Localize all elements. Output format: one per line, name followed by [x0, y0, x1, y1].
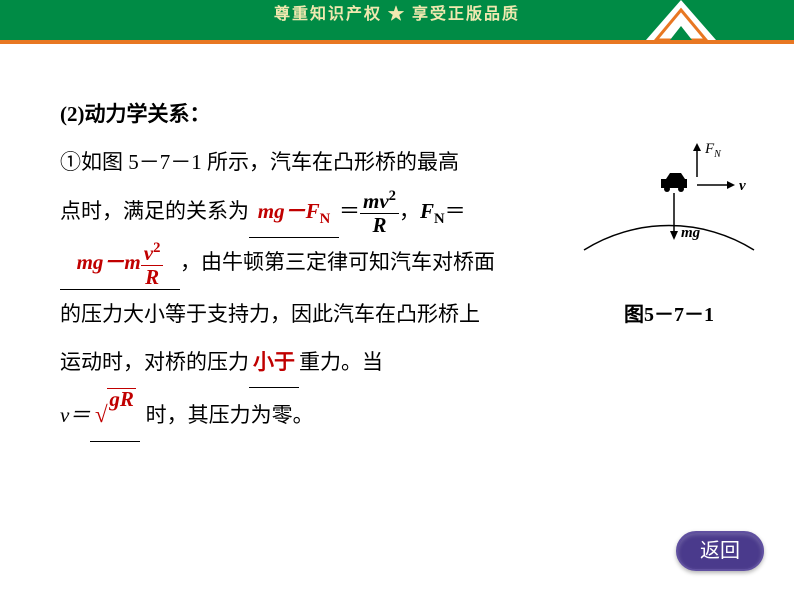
frac1-v: v [379, 189, 388, 213]
ans1-minus: － [285, 199, 306, 223]
blank-4: √gR [90, 388, 140, 442]
blank-1: mg－FN [249, 187, 339, 238]
fn-F: F [420, 199, 434, 223]
line3-text: ，由牛顿第三定律可知汽车对桥面 [180, 250, 495, 274]
answer-4: √gR [95, 403, 136, 427]
fraction-mv2-R: mv2 R [360, 188, 399, 237]
fn-N: N [434, 211, 445, 227]
answer-1: mg－FN [258, 199, 330, 223]
return-button[interactable]: 返回 [676, 531, 764, 571]
blank-2: mg－mv2 R [60, 238, 180, 291]
sqrt-R: R [120, 387, 134, 411]
figure-diagram: FN v mg [579, 135, 759, 285]
label-FN: FN [704, 141, 722, 160]
frac2-den: R [141, 266, 164, 289]
slide: 尊重知识产权 ★ 享受正版品质 (2)动力学关系： ①如图 5－7－1 所示，汽… [0, 0, 794, 596]
ans1-mg: mg [258, 199, 285, 223]
line6-v-eq: v＝ [60, 403, 90, 427]
frac1-den: R [360, 214, 399, 237]
line2-prefix: 点时，满足的关系为 [60, 199, 249, 223]
figure-caption: 图5－7－1 [574, 298, 764, 327]
eq-sign-2: ＝ [445, 199, 466, 223]
frac1-sup: 2 [389, 188, 396, 204]
header-peak-decoration [646, 0, 716, 40]
ans2-minus: － [103, 250, 124, 274]
line1-text: ①如图 5－7－1 所示，汽车在凸形桥的最高 [60, 150, 459, 174]
ans1-F: F [306, 199, 320, 223]
header-bar: 尊重知识产权 ★ 享受正版品质 [0, 0, 794, 40]
eq-sign-1: ＝ [339, 199, 360, 223]
frac2-v: v [144, 241, 153, 265]
answer-2: mg－mv2R [77, 250, 164, 274]
answer-3: 小于 [253, 350, 295, 374]
label-mg: mg [681, 225, 701, 241]
line5-prefix: 运动时，对桥的压力 [60, 350, 249, 374]
line6-suffix: 时，其压力为零。 [140, 403, 313, 427]
frac2-sup: 2 [153, 240, 160, 256]
car-icon [661, 173, 687, 192]
sqrt-symbol: √ [95, 388, 108, 441]
blank-3: 小于 [249, 338, 299, 387]
ans2-m: m [124, 250, 140, 274]
text-line-5: 运动时，对桥的压力小于重力。当 [60, 338, 740, 387]
text-line-6: v＝√gR 时，其压力为零。 [60, 388, 740, 442]
ans1-N: N [320, 211, 331, 227]
ans2-mg: mg [77, 250, 104, 274]
header-accent-line [0, 40, 794, 44]
line5-suffix: 重力。当 [299, 350, 383, 374]
figure-5-7-1: FN v mg 图5－7－1 [574, 135, 764, 327]
fraction-v2-R: v2 R [141, 240, 164, 289]
label-v: v [739, 178, 746, 194]
comma-1: ， [399, 199, 420, 223]
frac1-m: m [363, 189, 379, 213]
sqrt-gR: √gR [95, 388, 136, 441]
sqrt-g: g [109, 387, 120, 411]
